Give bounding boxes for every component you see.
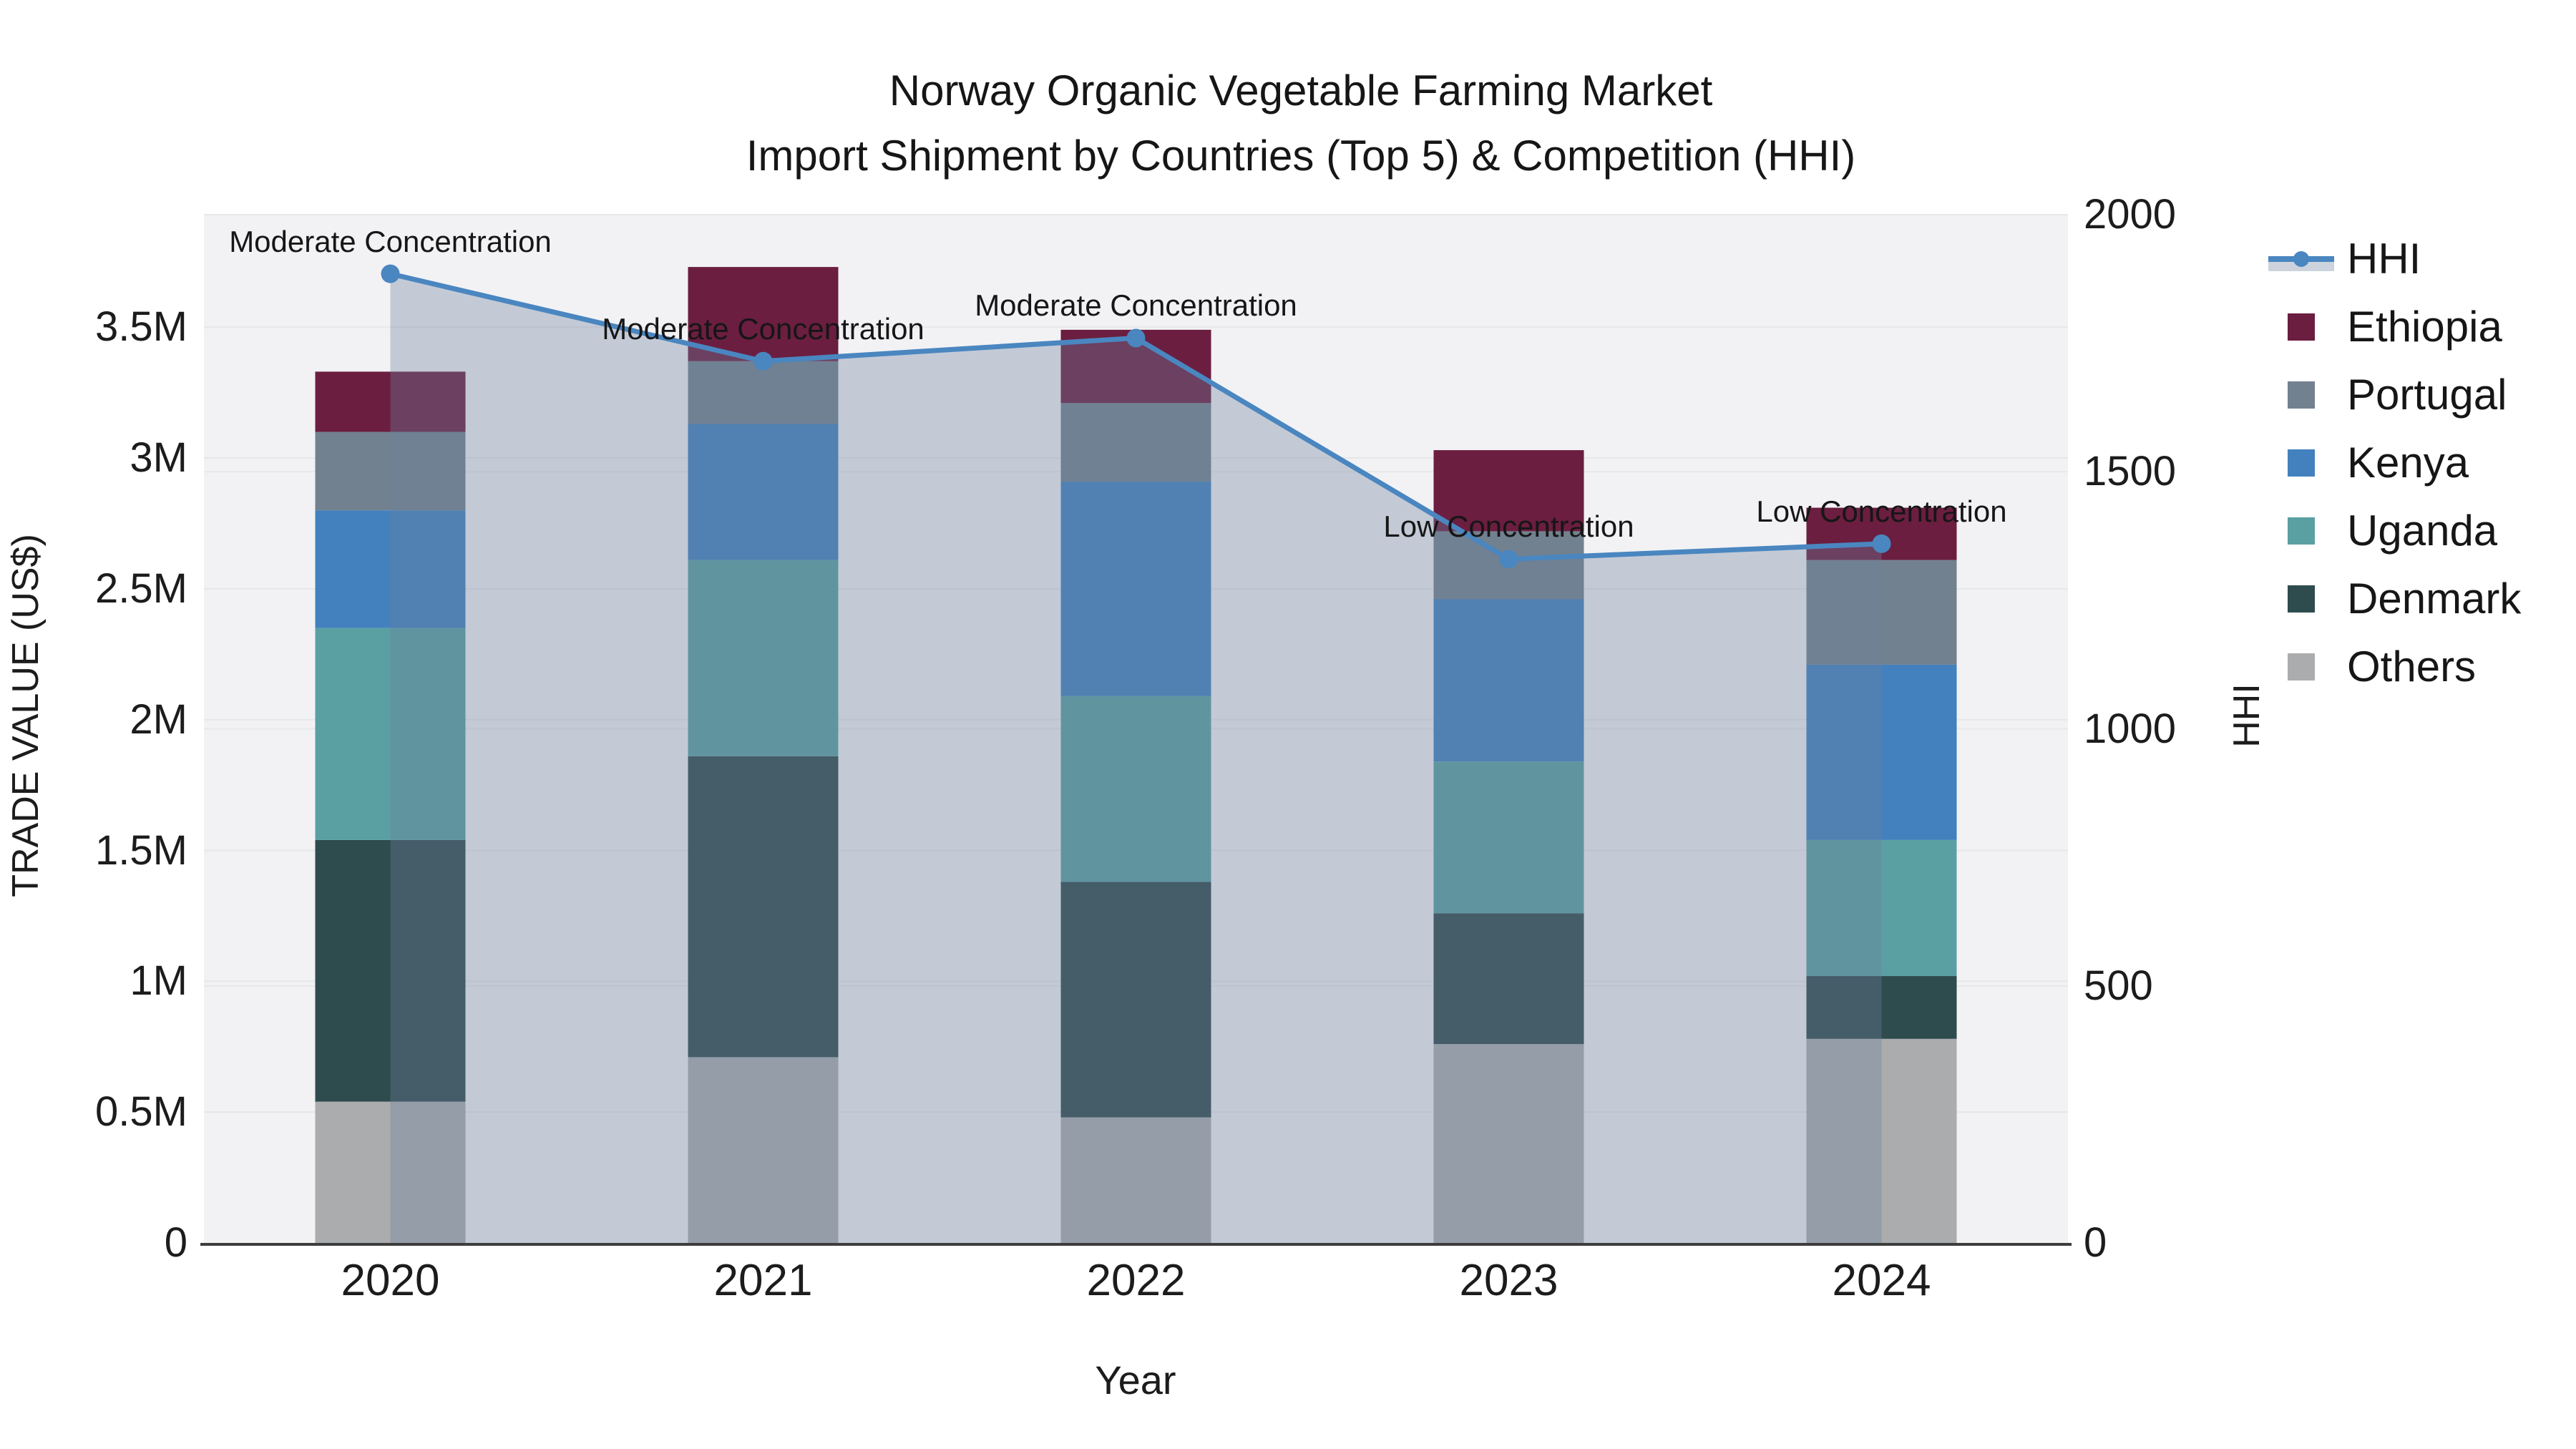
y-left-tick-label: 2.5M [95,565,187,612]
x-axis-title: Year [1095,1357,1176,1402]
bar-segment-ethiopia-2020[interactable] [315,371,466,432]
legend-item-portugal[interactable]: Portugal [2268,372,2507,418]
bar-segment-denmark-2021[interactable] [688,756,839,1058]
hhi-marker-2024[interactable] [1872,534,1891,553]
legend-swatch-denmark [2288,585,2315,613]
bar-segment-others-2024[interactable] [1806,1038,1957,1243]
hhi-marker-2022[interactable] [1126,328,1146,348]
hhi-marker-2023[interactable] [1499,550,1518,569]
bar-segment-denmark-2023[interactable] [1433,913,1584,1045]
legend-label-others: Others [2347,643,2477,691]
bar-segment-others-2022[interactable] [1060,1117,1211,1243]
legend-item-others[interactable]: Others [2268,644,2476,690]
bar-segment-kenya-2020[interactable] [315,510,466,628]
annotation-2023: Low Concentration [1383,509,1634,544]
legend-item-hhi[interactable]: HHI [2268,236,2421,282]
bar-segment-kenya-2022[interactable] [1060,481,1211,696]
bar-segment-portugal-2024[interactable] [1806,560,1957,665]
bar-segment-others-2021[interactable] [688,1057,839,1243]
legend-label-denmark: Denmark [2347,575,2522,623]
y-right-tick-label: 1500 [2084,448,2177,495]
x-tick-label-2023: 2023 [1459,1256,1558,1305]
y-left-tick-label: 3.5M [95,303,187,351]
legend-label-ethiopia: Ethiopia [2347,303,2502,351]
bar-segment-kenya-2023[interactable] [1433,599,1584,762]
hhi-area-fill [390,273,1882,1244]
y-left-tick-label: 1M [130,957,187,1005]
y-axis-title-left: TRADE VALUE (US$) [5,534,47,897]
legend-label-uganda: Uganda [2347,507,2498,555]
annotation-2022: Moderate Concentration [975,288,1297,323]
legend-label-kenya: Kenya [2347,439,2469,487]
legend-swatch-others [2288,653,2315,680]
bar-segment-others-2023[interactable] [1433,1044,1584,1243]
chart-title-line2: Import Shipment by Countries (Top 5) & C… [746,132,1856,180]
bar-segment-denmark-2022[interactable] [1060,882,1211,1118]
bar-segment-uganda-2020[interactable] [315,628,466,840]
chart-title-line1: Norway Organic Vegetable Farming Market [889,67,1713,114]
bar-segment-kenya-2024[interactable] [1806,664,1957,840]
y-right-tick-label: 0 [2084,1219,2107,1266]
y-right-tick-label: 2000 [2084,191,2177,238]
x-tick-label-2021: 2021 [713,1256,813,1305]
legend-swatch-kenya [2288,449,2315,477]
legend-swatch-portugal [2288,381,2315,409]
y-left-tick-label: 1.5M [95,826,187,874]
legend-item-kenya[interactable]: Kenya [2268,440,2469,486]
bar-segment-denmark-2024[interactable] [1806,976,1957,1039]
x-tick-label-2020: 2020 [341,1256,440,1305]
hhi-marker-2021[interactable] [753,351,773,371]
y-right-tick-label: 500 [2084,962,2153,1009]
annotation-2020: Moderate Concentration [229,224,552,258]
x-tick-label-2024: 2024 [1832,1256,1931,1305]
legend-label-hhi: HHI [2347,235,2421,283]
legend-swatch-uganda [2288,517,2315,545]
hhi-marker-2020[interactable] [381,264,400,283]
y-axis-title-right: HHI [2226,683,2268,748]
bar-segment-ethiopia-2023[interactable] [1433,450,1584,532]
bar-segment-ethiopia-2021[interactable] [688,267,839,361]
bar-segment-portugal-2022[interactable] [1060,403,1211,482]
y-left-tick-label: 0.5M [95,1088,187,1136]
y-right-tick-label: 1000 [2084,705,2177,752]
legend-swatch-ethiopia [2288,313,2315,341]
bar-segment-others-2020[interactable] [315,1101,466,1243]
bar-segment-uganda-2021[interactable] [688,560,839,756]
annotation-2021: Moderate Concentration [602,311,924,346]
bar-segment-uganda-2022[interactable] [1060,696,1211,882]
annotation-2024: Low Concentration [1756,494,2007,528]
legend-item-ethiopia[interactable]: Ethiopia [2268,304,2502,350]
legend-item-uganda[interactable]: Uganda [2268,508,2497,554]
legend-label-portugal: Portugal [2347,371,2507,419]
hhi-legend-symbol [2268,251,2334,271]
y-left-tick-label: 2M [130,696,187,743]
x-tick-label-2022: 2022 [1086,1256,1186,1305]
bar-segment-uganda-2023[interactable] [1433,761,1584,914]
bar-segment-denmark-2020[interactable] [315,839,466,1102]
y-left-tick-label: 0 [164,1219,187,1266]
bar-segment-portugal-2020[interactable] [315,431,466,511]
legend-item-denmark[interactable]: Denmark [2268,576,2521,622]
y-left-tick-label: 3M [130,434,187,482]
bar-segment-kenya-2021[interactable] [688,424,839,560]
bar-segment-portugal-2021[interactable] [688,361,839,424]
bar-segment-uganda-2024[interactable] [1806,839,1957,977]
